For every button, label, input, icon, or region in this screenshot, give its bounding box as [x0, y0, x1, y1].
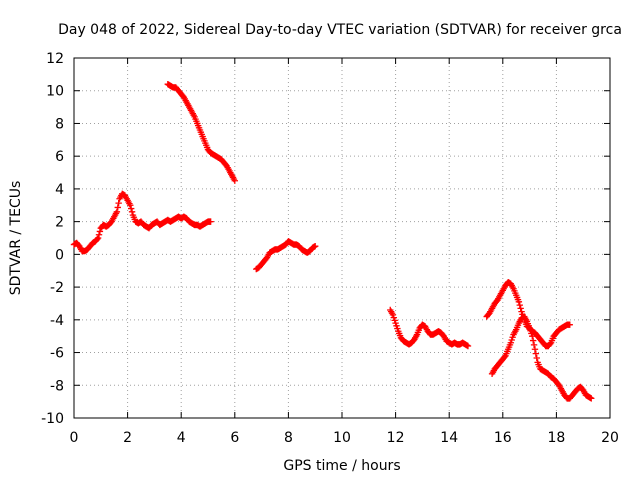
data-point: [94, 235, 101, 243]
data-point: [529, 332, 536, 340]
data-point: [517, 305, 524, 312]
data-point: [464, 342, 472, 350]
x-tick-label: 6: [230, 430, 239, 446]
x-tick-label: 20: [601, 430, 619, 446]
data-point: [127, 202, 134, 209]
y-tick-label: 4: [55, 182, 64, 198]
data-point: [533, 354, 540, 362]
y-axis: -10 -8 -6 -4 -2 0 2 4 6 8 10 12: [41, 51, 610, 427]
data-point: [96, 228, 104, 235]
series-arc3: [253, 238, 319, 273]
data-point: [231, 177, 238, 184]
y-tick-label: 10: [46, 84, 64, 100]
y-tick-label: 2: [55, 215, 64, 231]
x-axis-label: GPS time / hours: [283, 458, 400, 474]
series-arc5: [483, 278, 573, 350]
data-points: [70, 80, 595, 402]
x-tick-label: 2: [123, 430, 132, 446]
data-point: [95, 231, 103, 238]
x-tick-label: 18: [547, 430, 565, 446]
data-point: [566, 321, 573, 328]
y-tick-label: -8: [50, 378, 64, 394]
data-point: [207, 218, 214, 225]
data-point: [113, 208, 121, 216]
y-tick-label: -10: [41, 411, 64, 427]
series-arc2: [164, 80, 238, 184]
series-arc1: [70, 190, 214, 255]
data-point: [546, 340, 554, 348]
x-tick-label: 14: [440, 430, 458, 446]
data-point: [532, 350, 540, 357]
x-tick-label: 10: [333, 430, 351, 446]
data-point: [127, 205, 135, 212]
data-point: [128, 208, 136, 216]
series-arc4: [387, 306, 472, 350]
x-tick-label: 8: [284, 430, 293, 446]
x-tick-label: 16: [494, 430, 512, 446]
data-point: [114, 204, 121, 211]
y-tick-label: 0: [55, 247, 64, 263]
y-tick-label: -2: [50, 280, 64, 296]
data-point: [530, 341, 538, 349]
y-tick-label: -4: [50, 313, 64, 329]
data-point: [588, 395, 595, 402]
y-axis-label: SDTVAR / TECUs: [8, 181, 24, 296]
data-point: [115, 199, 122, 207]
data-point: [515, 298, 523, 306]
data-point: [529, 337, 537, 344]
data-point: [531, 346, 539, 353]
x-tick-label: 12: [387, 430, 405, 446]
chart-title: Day 048 of 2022, Sidereal Day-to-day VTE…: [58, 22, 622, 38]
data-point: [94, 234, 102, 242]
data-point: [501, 353, 508, 361]
grid: [74, 58, 610, 418]
x-tick-label: 0: [70, 430, 79, 446]
y-tick-label: 8: [55, 116, 64, 132]
y-tick-label: 12: [46, 51, 64, 67]
x-axis: 0 2 4 6 8 10 12 14 16 18 20: [70, 58, 619, 446]
series-arc6: [488, 313, 595, 402]
data-point: [312, 242, 319, 250]
y-tick-label: 6: [55, 149, 64, 165]
x-tick-label: 4: [177, 430, 186, 446]
data-point: [516, 301, 523, 309]
y-tick-label: -6: [50, 346, 64, 362]
